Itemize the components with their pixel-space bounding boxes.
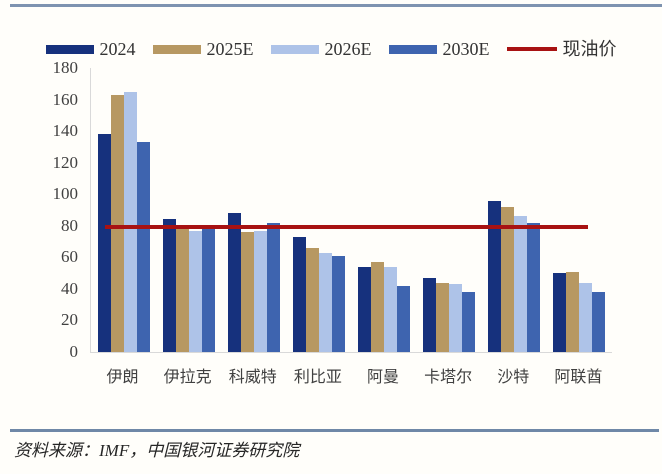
y-tick-label: 80: [61, 215, 78, 235]
legend-item-2025E: 2025E: [152, 39, 254, 59]
bar-2026E: [123, 92, 137, 352]
bar-2030E: [266, 223, 280, 352]
x-category-label: 利比亚: [293, 369, 342, 386]
legend-swatch: [45, 44, 94, 54]
legend-swatch: [388, 44, 437, 54]
bar-group-阿联酋: [553, 272, 606, 352]
reference-line: [105, 225, 588, 230]
bar-group-科威特: [227, 213, 280, 352]
legend-item-2030E: 2030E: [388, 39, 490, 59]
x-category-label: 沙特: [497, 369, 530, 386]
bar-2030E: [527, 223, 541, 352]
y-axis: 0 20 40 60 80 100 120 140 160 180: [0, 59, 82, 361]
bar-2024: [162, 219, 176, 352]
bar-2024: [423, 278, 437, 352]
legend-label: 2030E: [442, 39, 490, 59]
y-tick-label: 140: [52, 121, 79, 141]
bar-2030E: [462, 292, 476, 352]
y-tick-label: 180: [52, 58, 79, 77]
bar-2026E: [514, 216, 528, 352]
legend-item-ref-line: 现油价: [506, 39, 617, 59]
y-tick-label: 20: [61, 310, 78, 330]
bar-2030E: [136, 142, 150, 352]
legend-swatch: [152, 44, 201, 54]
bar-2024: [488, 201, 502, 352]
bottom-divider: [10, 429, 659, 432]
bar-2030E: [592, 292, 606, 352]
y-tick-label: 40: [61, 278, 78, 298]
x-category-label: 卡塔尔: [424, 369, 473, 386]
bar-2026E: [384, 267, 398, 352]
legend-label: 2024: [99, 39, 136, 59]
legend-item-2026E: 2026E: [270, 39, 372, 59]
x-category-label: 阿曼: [367, 369, 400, 386]
x-category-label: 阿联酋: [554, 369, 603, 386]
bar-2024: [227, 213, 241, 352]
source-note: 资料来源：IMF，中国银河证券研究院: [14, 441, 300, 460]
bar-2030E: [201, 229, 215, 352]
legend-ref-dash: [506, 47, 557, 51]
bar-2025E: [240, 232, 254, 352]
bar-2026E: [253, 231, 267, 352]
x-axis-labels: 伊朗 伊拉克 科威特 利比亚 阿曼 卡塔尔 沙特 阿联酋: [90, 366, 611, 390]
bar-2030E: [331, 256, 345, 352]
bar-2025E: [501, 207, 515, 352]
y-tick-label: 60: [61, 247, 78, 267]
bar-2026E: [579, 283, 593, 352]
bar-group-伊拉克: [162, 219, 215, 352]
bar-2025E: [175, 229, 189, 352]
bar-2025E: [566, 272, 580, 352]
bar-2025E: [436, 283, 450, 352]
legend-item-2024: 2024: [45, 39, 136, 59]
legend-label: 2025E: [206, 39, 254, 59]
bar-2025E: [305, 248, 319, 352]
bar-2024: [97, 134, 111, 352]
y-tick-label: 0: [69, 342, 79, 361]
bar-2025E: [110, 95, 124, 352]
y-tick-label: 160: [52, 89, 79, 109]
y-tick-label: 100: [52, 184, 79, 204]
bar-2024: [358, 267, 372, 352]
bar-2026E: [188, 231, 202, 352]
x-category-label: 伊拉克: [163, 369, 212, 386]
bar-2030E: [397, 286, 411, 352]
legend-label: 现油价: [562, 39, 617, 59]
bar-group-阿曼: [358, 262, 411, 352]
bar-group-沙特: [488, 201, 541, 352]
y-tick-label: 120: [52, 152, 79, 172]
bar-2024: [292, 237, 306, 352]
bar-groups: [91, 68, 612, 352]
bar-2026E: [449, 284, 463, 352]
legend-label: 2026E: [324, 39, 372, 59]
top-divider: [10, 4, 662, 7]
bar-2026E: [318, 253, 332, 352]
plot-area: [90, 68, 612, 353]
bar-2024: [553, 273, 567, 352]
chart-legend: 2024 2025E 2026E 2030E 现油价: [0, 38, 662, 60]
legend-swatch: [270, 44, 319, 54]
bar-group-伊朗: [97, 92, 150, 352]
bar-group-利比亚: [292, 237, 345, 352]
bar-2025E: [371, 262, 385, 352]
x-category-label: 科威特: [228, 369, 277, 386]
bar-group-卡塔尔: [423, 278, 476, 352]
x-category-label: 伊朗: [106, 369, 139, 386]
